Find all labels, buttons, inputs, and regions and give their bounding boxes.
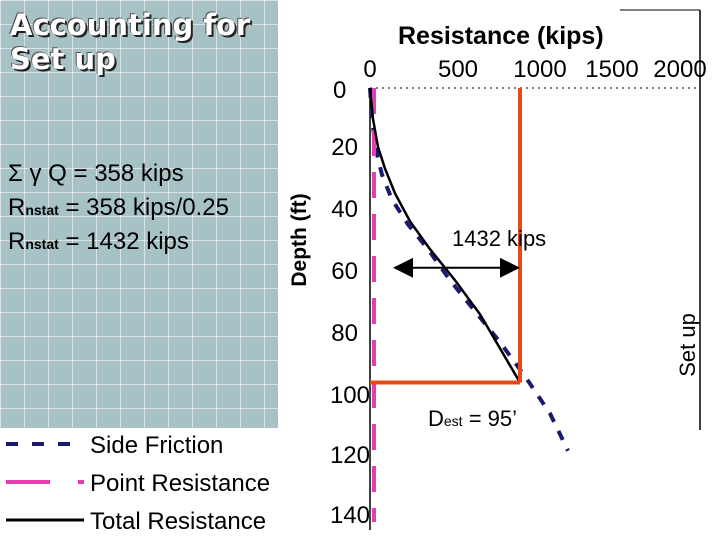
slide-title: Accounting for Set up	[10, 8, 251, 76]
formula-line: Σ γ Q = 358 kips	[8, 160, 184, 187]
legend-label: Total Resistance	[90, 508, 267, 535]
formula-line: Rnstat = 358 kips/0.25	[8, 194, 229, 221]
x-tick-label: 1500	[585, 56, 639, 83]
series-line-total-resistance	[368, 87, 522, 384]
x-tick-label: 2000	[653, 56, 707, 83]
series-layer	[368, 87, 570, 522]
series-line-side-friction	[368, 87, 570, 452]
depth-estimate-annotation: Dest = 95’	[428, 406, 518, 431]
x-tick-label: 500	[437, 56, 479, 83]
y-tick-label: 60	[331, 258, 358, 285]
x-axis-title: Resistance (kips)	[398, 22, 604, 50]
legend: Side Friction Point Resistance Total Res…	[0, 428, 306, 540]
y-tick-label: 20	[331, 134, 358, 161]
setup-label: Set up	[675, 313, 700, 377]
annotation-layer	[370, 88, 522, 385]
y-tick-label: 40	[331, 196, 358, 223]
legend-label: Side Friction	[90, 432, 224, 459]
y-tick-label: 100	[329, 382, 370, 409]
x-tick-label: 1000	[513, 56, 567, 83]
side-friction-swatch	[6, 442, 84, 446]
legend-item-side-friction: Side Friction	[0, 428, 306, 460]
y-tick-label: 80	[331, 320, 358, 347]
y-tick-label: 0	[333, 77, 347, 104]
total-resistance-swatch	[6, 518, 84, 522]
legend-item-point-resistance: Point Resistance	[0, 466, 306, 498]
legend-item-total-resistance: Total Resistance	[0, 504, 306, 536]
capacity-annotation: 1432 kips	[452, 226, 547, 251]
point-resistance-swatch	[6, 480, 84, 484]
formula-block: Σ γ Q = 358 kips Rnstat = 358 kips/0.25 …	[8, 158, 229, 260]
formula-line: Rnstat = 1432 kips	[8, 228, 189, 255]
y-tick-label: 140	[329, 502, 370, 529]
y-tick-label: 120	[329, 442, 370, 469]
legend-label: Point Resistance	[90, 470, 271, 497]
x-tick-label: 0	[363, 56, 377, 83]
